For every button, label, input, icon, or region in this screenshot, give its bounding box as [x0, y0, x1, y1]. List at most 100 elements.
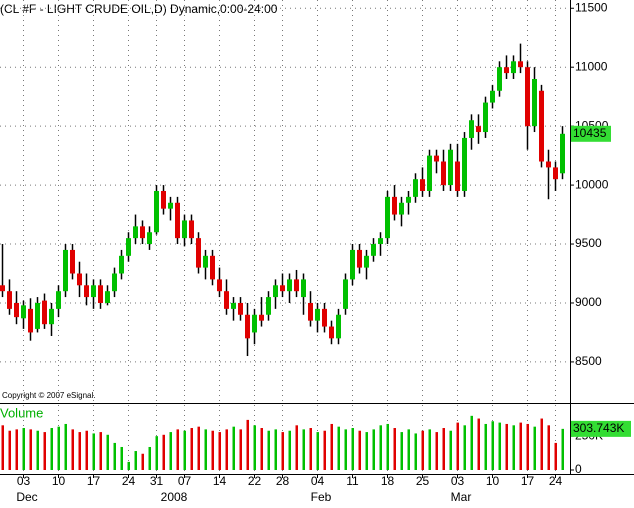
volume-bar: [204, 429, 207, 470]
candle-body: [294, 279, 299, 292]
volume-bar: [15, 429, 18, 470]
last-price-label: 10435: [573, 126, 607, 140]
candle-body: [434, 155, 439, 162]
volume-bar: [400, 432, 403, 470]
candle-body: [0, 285, 5, 292]
volume-bar: [477, 418, 480, 470]
x-tick-label: 03: [451, 474, 465, 488]
volume-bar: [358, 430, 361, 470]
volume-bar: [134, 451, 137, 470]
x-tick-label: 22: [248, 474, 262, 488]
volume-bar: [407, 429, 410, 470]
y-tick-label: 9000: [575, 295, 602, 309]
volume-bar: [344, 429, 347, 470]
volume-bar: [127, 461, 130, 470]
candle-body: [560, 133, 565, 174]
volume-bar: [57, 426, 60, 470]
x-tick-label: 04: [311, 474, 325, 488]
volume-title: Volume: [0, 405, 43, 420]
volume-bar: [120, 446, 123, 470]
volume-bar: [498, 422, 501, 470]
volume-bar: [155, 436, 158, 470]
volume-bar: [197, 426, 200, 470]
volume-bar: [169, 432, 172, 470]
volume-bar: [274, 429, 277, 470]
candle-body: [266, 297, 271, 315]
candle-body: [168, 202, 173, 209]
candle-body: [112, 273, 117, 292]
candle-body: [140, 226, 145, 239]
volume-bar: [316, 432, 319, 470]
candle-body: [224, 291, 229, 309]
volume-bar: [463, 425, 466, 470]
volume-bar: [428, 429, 431, 470]
volume-bar: [92, 433, 95, 470]
candle-body: [497, 67, 502, 91]
volume-bar: [78, 432, 81, 470]
x-tick-label: 10: [52, 474, 66, 488]
volume-bar: [491, 421, 494, 470]
x-tick-label: 31: [150, 474, 164, 488]
volume-bar: [225, 429, 228, 470]
candle-body: [49, 308, 54, 325]
volume-bar: [36, 430, 39, 470]
candle-body: [385, 196, 390, 239]
y-tick-label: 0: [575, 462, 582, 476]
x-month-label: Mar: [451, 490, 472, 504]
volume-bar: [330, 423, 333, 470]
volume-bar: [393, 428, 396, 470]
y-tick-label: 8500: [575, 354, 602, 368]
candle-body: [245, 314, 250, 339]
x-tick-label: 25: [416, 474, 430, 488]
x-month-label: Feb: [311, 490, 332, 504]
volume-bar: [71, 429, 74, 470]
candle-body: [56, 291, 61, 309]
volume-bar: [449, 430, 452, 470]
x-tick-label: 14: [213, 474, 227, 488]
candle-body: [84, 285, 89, 298]
volume-bar: [211, 430, 214, 470]
candle-body: [490, 90, 495, 103]
volume-bar: [309, 428, 312, 470]
candle-body: [217, 279, 222, 292]
candle-body: [14, 302, 19, 318]
candle-body: [364, 255, 369, 268]
volume-bar: [512, 425, 515, 470]
x-tick-label: 03: [17, 474, 31, 488]
candle-body: [161, 190, 166, 209]
candle-body: [448, 149, 453, 186]
candle-body: [231, 302, 236, 309]
candle-body: [42, 300, 47, 325]
volume-bar: [554, 442, 557, 470]
volume-bar: [533, 426, 536, 470]
y-tick-label: 11500: [575, 0, 608, 14]
candle-body: [203, 255, 208, 268]
candle-body: [126, 238, 131, 256]
last-price-box: [571, 125, 611, 142]
candle-body: [378, 238, 383, 245]
volume-bar: [323, 430, 326, 470]
copyright: Copyright © 2007 eSignal.: [2, 391, 96, 400]
candle-body: [147, 232, 152, 245]
candle-body: [273, 285, 278, 298]
y-tick-label: 11000: [575, 59, 608, 73]
volume-bar: [50, 428, 53, 470]
candle-body: [476, 126, 481, 133]
candle-body: [287, 279, 292, 292]
candle-body: [392, 196, 397, 215]
candle-body: [427, 155, 432, 191]
volume-bar: [64, 423, 67, 470]
volume-bar: [260, 428, 263, 470]
volume-bar: [337, 426, 340, 470]
x-tick-label: 24: [549, 474, 563, 488]
volume-bar: [253, 425, 256, 470]
x-tick-label: 18: [381, 474, 395, 488]
y-tick-label: 10000: [575, 177, 609, 191]
candle-body: [371, 244, 376, 256]
volume-bar: [1, 425, 4, 470]
candle-body: [329, 326, 334, 339]
candle-body: [553, 167, 558, 180]
candle-body: [525, 67, 530, 127]
volume-bar: [162, 434, 165, 470]
